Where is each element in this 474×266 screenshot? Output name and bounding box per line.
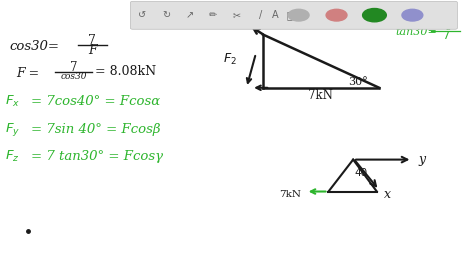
Text: = 7cos40° = Fcosα: = 7cos40° = Fcosα <box>31 95 160 107</box>
Text: F: F <box>277 18 287 32</box>
Text: $F_z$: $F_z$ <box>5 149 19 164</box>
Circle shape <box>402 9 423 21</box>
Text: $F_2$: $F_2$ <box>223 52 237 67</box>
Text: x: x <box>384 188 391 201</box>
Text: F: F <box>88 44 97 56</box>
Text: 7kN: 7kN <box>279 190 301 199</box>
Text: A: A <box>272 10 278 20</box>
Text: cos30=: cos30= <box>9 40 59 53</box>
Text: ✏: ✏ <box>209 10 218 20</box>
Text: $F_y$: $F_y$ <box>5 120 20 138</box>
Text: 30°: 30° <box>348 77 368 88</box>
Circle shape <box>288 9 309 21</box>
Text: = 8.08kN: = 8.08kN <box>95 65 156 78</box>
Text: ✂: ✂ <box>233 10 241 20</box>
Text: 40: 40 <box>355 168 368 178</box>
Text: F =: F = <box>17 67 40 80</box>
Text: /: / <box>259 10 262 20</box>
Text: 7kN: 7kN <box>308 89 332 102</box>
Text: $F_2$: $F_2$ <box>439 20 452 34</box>
Text: $F_x$: $F_x$ <box>5 94 20 109</box>
Text: = 7sin 40° = Fcosβ: = 7sin 40° = Fcosβ <box>31 123 160 135</box>
Text: ⬜: ⬜ <box>286 10 292 20</box>
Text: y: y <box>418 153 425 166</box>
Text: tan30=: tan30= <box>396 27 438 37</box>
FancyBboxPatch shape <box>130 1 457 29</box>
Circle shape <box>326 9 347 21</box>
Text: = 7 tan30° = Fcosγ: = 7 tan30° = Fcosγ <box>31 151 163 163</box>
Text: 7: 7 <box>89 34 96 47</box>
Circle shape <box>363 9 386 22</box>
Text: 7: 7 <box>70 61 77 73</box>
Text: ↻: ↻ <box>162 10 170 20</box>
Text: cos30: cos30 <box>60 72 87 81</box>
Text: 7: 7 <box>442 31 449 41</box>
Text: ↗: ↗ <box>185 10 194 20</box>
Text: ↺: ↺ <box>138 10 146 20</box>
